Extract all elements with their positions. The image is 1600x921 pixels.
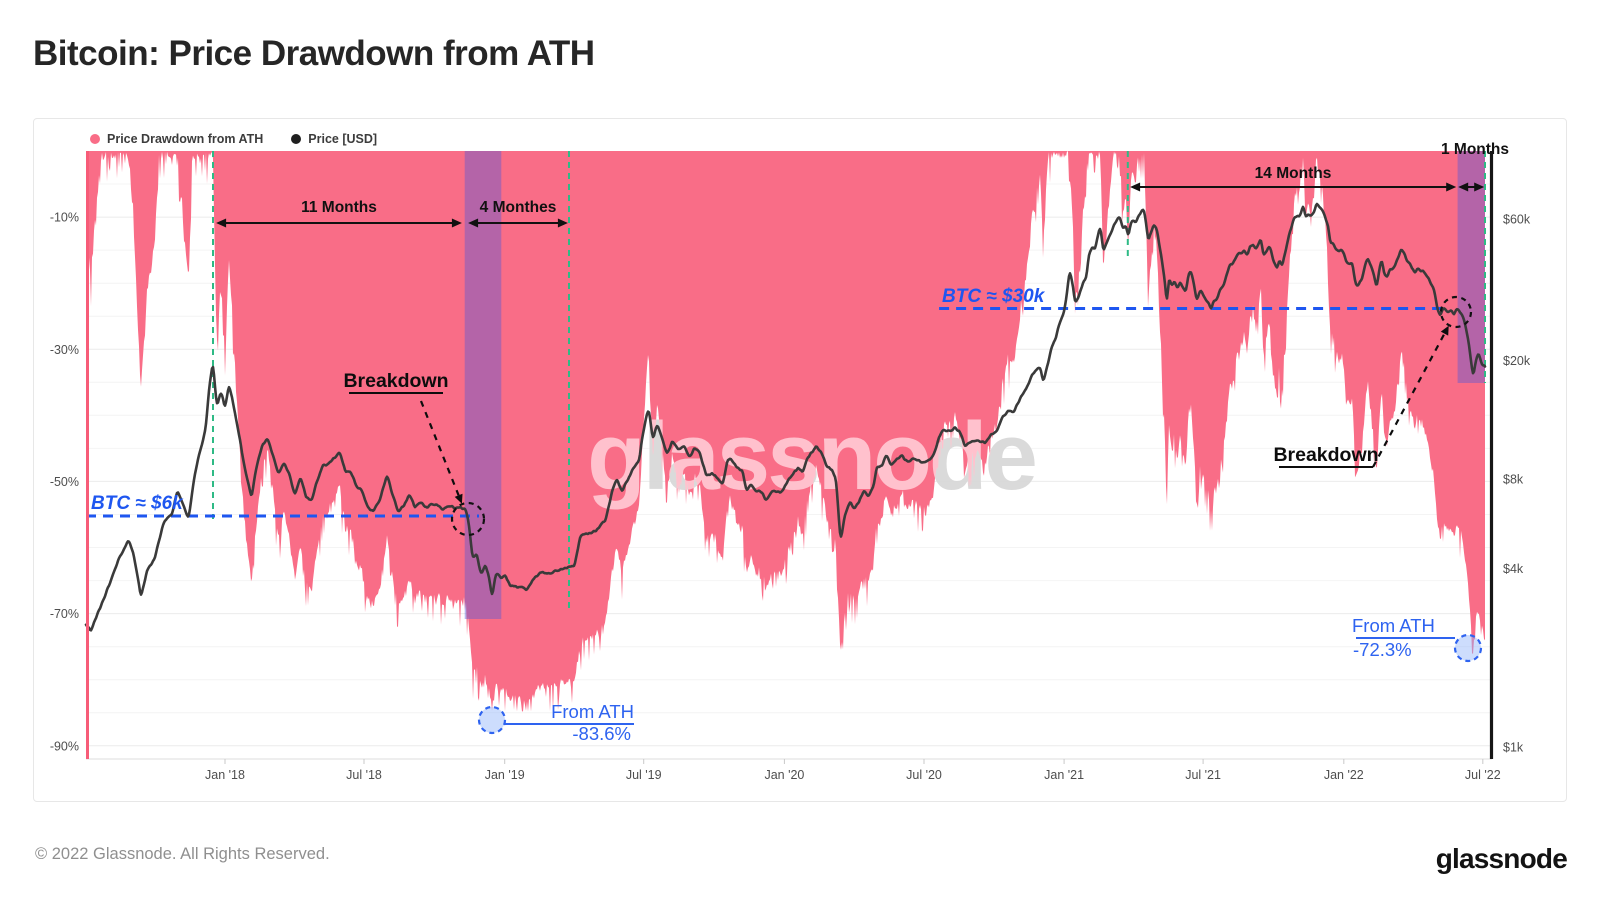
y-axis-pct-tick: -70% bbox=[50, 607, 79, 621]
support-6k-label: BTC ≈ $6k bbox=[91, 493, 184, 514]
y-axis-pct-tick: -10% bbox=[50, 211, 79, 225]
x-axis-tick: Jul '19 bbox=[626, 768, 662, 782]
legend-dot-price-icon bbox=[291, 134, 301, 144]
y-axis-pct-tick: -90% bbox=[50, 739, 79, 753]
ath-low-1-circle bbox=[479, 707, 505, 733]
y-axis-price-tick: $4k bbox=[1503, 562, 1524, 576]
y-axis-price-tick: $60k bbox=[1503, 213, 1531, 227]
copyright-text: © 2022 Glassnode. All Rights Reserved. bbox=[35, 845, 330, 864]
x-axis-tick: Jul '22 bbox=[1465, 768, 1501, 782]
legend-label-price: Price [USD] bbox=[308, 132, 377, 146]
x-axis-tick: Jan '18 bbox=[205, 768, 245, 782]
page: Bitcoin: Price Drawdown from ATH glassno… bbox=[0, 0, 1600, 921]
ath-low-2-value: -72.3% bbox=[1353, 639, 1412, 660]
y-axis-pct-tick: -30% bbox=[50, 343, 79, 357]
chart-legend: Price Drawdown from ATH Price [USD] bbox=[90, 132, 377, 146]
ath-low-2-label: From ATH bbox=[1352, 615, 1435, 636]
duration-label: 14 Months bbox=[1255, 165, 1332, 182]
ath-low-1-value: -83.6% bbox=[572, 723, 631, 744]
drawdown-chart: glassnode 11 Months 4 Monthes 14 Months 1 M… bbox=[34, 119, 1566, 801]
breakdown-1-label: Breakdown bbox=[343, 370, 448, 392]
duration-label: 4 Monthes bbox=[480, 199, 557, 216]
brand-logo[interactable]: glassnode bbox=[1436, 843, 1567, 875]
legend-dot-drawdown-icon bbox=[90, 134, 100, 144]
legend-label-drawdown: Price Drawdown from ATH bbox=[107, 132, 263, 146]
support-30k-label: BTC ≈ $30k bbox=[942, 286, 1046, 307]
x-axis-tick: Jul '20 bbox=[906, 768, 942, 782]
legend-item-price[interactable]: Price [USD] bbox=[291, 132, 377, 146]
y-axis-price-tick: $20k bbox=[1503, 354, 1531, 368]
x-axis-tick: Jan '22 bbox=[1324, 768, 1364, 782]
x-axis-tick: Jul '18 bbox=[346, 768, 382, 782]
duration-label: 1 Months bbox=[1441, 141, 1509, 158]
x-axis-tick: Jan '19 bbox=[485, 768, 525, 782]
x-axis-tick: Jul '21 bbox=[1185, 768, 1221, 782]
breakdown-2-label: Breakdown bbox=[1273, 444, 1378, 466]
x-axis-tick: Jan '21 bbox=[1044, 768, 1084, 782]
highlight-band bbox=[465, 151, 502, 619]
watermark: glassnode bbox=[587, 403, 1035, 510]
y-axis-price-tick: $1k bbox=[1503, 741, 1524, 755]
y-axis-pct-tick: -50% bbox=[50, 475, 79, 489]
duration-label: 11 Months bbox=[301, 199, 377, 216]
y-axis-price-tick: $8k bbox=[1503, 472, 1524, 486]
ath-low-1-label: From ATH bbox=[551, 701, 634, 722]
ath-low-2-circle bbox=[1455, 635, 1481, 661]
legend-item-drawdown[interactable]: Price Drawdown from ATH bbox=[90, 132, 263, 146]
chart-card: glassnode 11 Months 4 Monthes 14 Months 1 M… bbox=[33, 118, 1567, 802]
x-axis-tick: Jan '20 bbox=[764, 768, 804, 782]
page-title: Bitcoin: Price Drawdown from ATH bbox=[33, 34, 595, 74]
